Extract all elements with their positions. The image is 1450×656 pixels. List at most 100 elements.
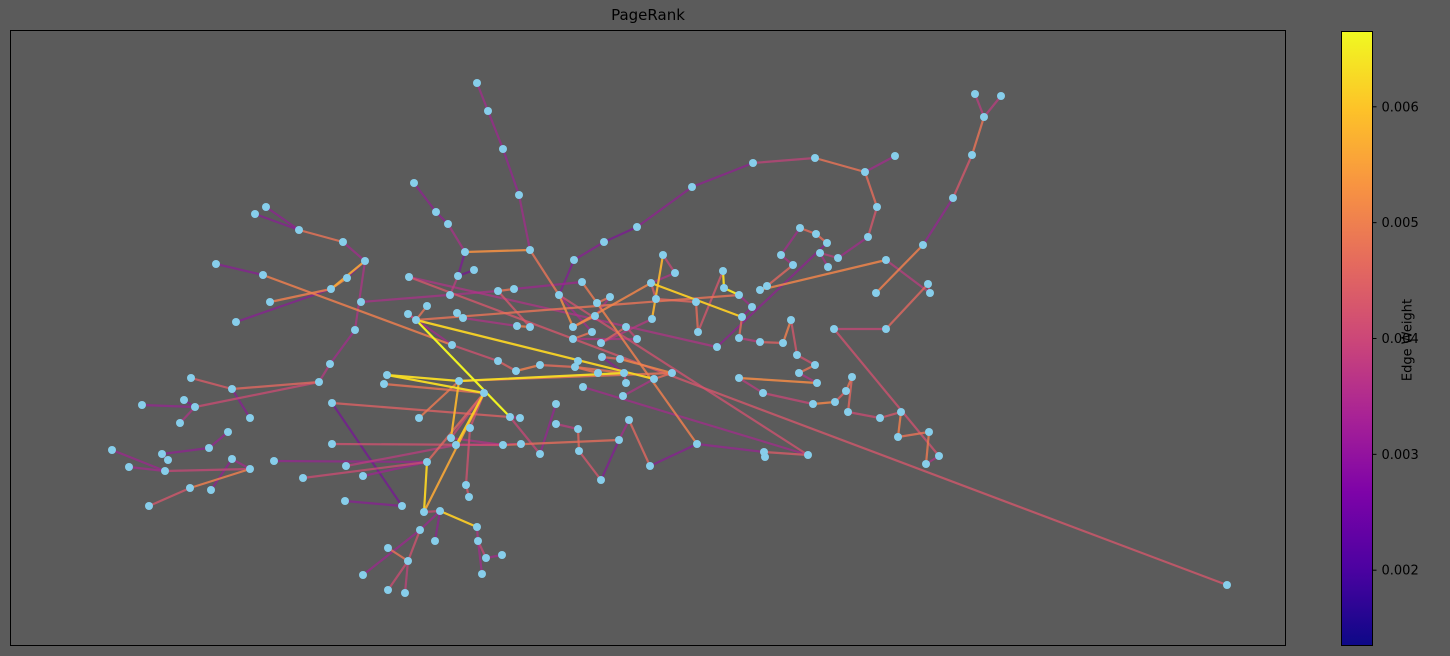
colorbar-label: Edge Weight [1400, 298, 1416, 382]
graph-node [588, 328, 596, 336]
graph-node [465, 493, 473, 501]
graph-edge [264, 205, 301, 232]
graph-node [454, 272, 462, 280]
graph-node [793, 351, 801, 359]
graph-edge [386, 559, 410, 592]
graph-edge [789, 318, 799, 357]
graph-node [474, 537, 482, 545]
graph-node [787, 316, 795, 324]
graph-node [864, 233, 872, 241]
graph-edge [461, 316, 519, 328]
graph-node [187, 374, 195, 382]
graph-edge [385, 373, 486, 395]
graph-edge [538, 402, 558, 456]
graph-edge [557, 293, 594, 334]
colorbar-tick-label: 0.002 [1382, 564, 1419, 579]
graph-edge [572, 240, 606, 262]
graph-edge [414, 293, 741, 322]
graph-node [326, 360, 334, 368]
graph-node [384, 544, 392, 552]
graph-node [719, 267, 727, 275]
graph-node [1223, 581, 1231, 589]
graph-node [789, 261, 797, 269]
graph-node [431, 537, 439, 545]
graph-node [575, 447, 583, 455]
graph-edge [921, 196, 955, 247]
graph-node [342, 462, 350, 470]
graph-edge [189, 376, 234, 391]
graph-edge [557, 293, 575, 329]
graph-node [270, 457, 278, 465]
graph-node [633, 335, 641, 343]
graph-node [876, 414, 884, 422]
graph-node [811, 154, 819, 162]
graph-node [671, 269, 679, 277]
graph-edge [127, 465, 167, 473]
graph-node [652, 295, 660, 303]
graph-edge [924, 430, 931, 466]
graph-edge [751, 156, 817, 165]
graph-node [622, 379, 630, 387]
graph-edge [621, 377, 656, 398]
graph-node [494, 287, 502, 295]
graph-edge [690, 161, 755, 189]
graph-node [536, 361, 544, 369]
graph-edge [508, 415, 542, 456]
graph-edge [874, 243, 925, 295]
graph-node [597, 339, 605, 347]
graph-node [809, 400, 817, 408]
graph-edge [813, 156, 867, 174]
graph-node [461, 248, 469, 256]
graph-node [494, 357, 502, 365]
graph-node [246, 414, 254, 422]
graph-node [779, 339, 787, 347]
graph-edge [599, 438, 621, 482]
graph-node [383, 371, 391, 379]
graph-node [205, 444, 213, 452]
graph-node [448, 341, 456, 349]
graph-node [748, 303, 756, 311]
graph-edge [982, 94, 1003, 119]
graph-node [398, 502, 406, 510]
graph-node [228, 385, 236, 393]
graph-node [482, 554, 490, 562]
graph-edge [456, 250, 467, 278]
graph-node [831, 398, 839, 406]
graph-edge [147, 486, 192, 508]
graph-node [108, 446, 116, 454]
graph-edge [476, 539, 484, 576]
graph-node [646, 462, 654, 470]
graph-node [720, 284, 728, 292]
graph-node [499, 441, 507, 449]
colorbar-ticks: 0.002 0.003 0.004 0.005 0.006 [1372, 100, 1419, 579]
graph-edge [207, 430, 230, 450]
graph-node [499, 145, 507, 153]
graph-edge [230, 380, 321, 391]
graph-edge [973, 92, 986, 119]
graph-node [328, 440, 336, 448]
graph-node [552, 420, 560, 428]
graph-node [713, 343, 721, 351]
graph-edge [896, 430, 931, 439]
graph-node [619, 392, 627, 400]
graph-node [359, 472, 367, 480]
graph-edge [761, 391, 815, 406]
graph-node [574, 425, 582, 433]
graph-edge [407, 275, 719, 349]
graph-edge [514, 363, 542, 373]
graph-node [926, 289, 934, 297]
graph-node [574, 357, 582, 365]
graph-edge [403, 559, 410, 595]
graph-node [897, 408, 905, 416]
graph-edge [846, 410, 882, 420]
colorbar-tick-label: 0.004 [1382, 332, 1419, 347]
plot-area [10, 30, 1286, 646]
graph-node [795, 369, 803, 377]
graph-node [816, 249, 824, 257]
graph-edge [618, 357, 674, 375]
graph-node [735, 334, 743, 342]
graph-edge [209, 457, 234, 492]
graph-edge [450, 343, 500, 363]
graph-node [688, 183, 696, 191]
